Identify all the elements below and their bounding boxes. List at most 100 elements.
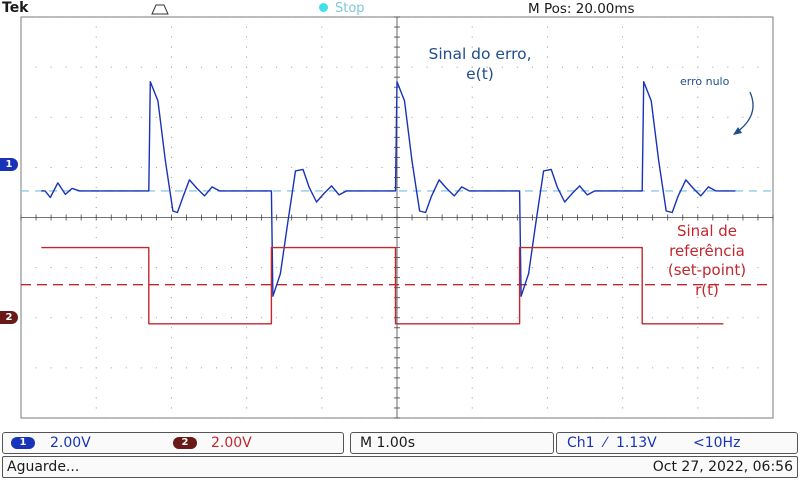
grid-dot — [170, 387, 172, 389]
grid-dot — [20, 257, 22, 259]
grid-dot — [712, 116, 714, 118]
grid-dot — [185, 267, 187, 269]
grid-dot — [697, 397, 699, 399]
grid-dot — [366, 16, 368, 18]
grid-dot — [321, 136, 323, 138]
grid-dot — [727, 16, 729, 18]
grid-dot — [682, 267, 684, 269]
grid-dot — [95, 267, 97, 269]
grid-dot — [276, 166, 278, 168]
grid-dot — [546, 407, 548, 409]
grid-dot — [757, 166, 759, 168]
grid-dot — [246, 26, 248, 28]
grid-dot — [231, 166, 233, 168]
grid-dot — [622, 337, 624, 339]
grid-dot — [381, 317, 383, 319]
grid-dot — [170, 146, 172, 148]
grid-dot — [501, 166, 503, 168]
ref-annotation-line1: Sinal de — [676, 222, 738, 240]
grid-dot — [546, 317, 548, 319]
timebase-readout[interactable]: M 1.00s — [350, 432, 554, 454]
grid-dot — [321, 397, 323, 399]
grid-dot — [291, 66, 293, 68]
grid-dot — [35, 166, 37, 168]
grid-dot — [652, 417, 654, 419]
status-message: Aguarde... — [7, 459, 80, 475]
grid-dot — [246, 417, 248, 419]
grid-dot — [246, 16, 248, 18]
ch2-ground-marker[interactable]: 2 — [0, 311, 18, 324]
grid-dot — [607, 317, 609, 319]
grid-dot — [516, 267, 518, 269]
grid-dot — [456, 116, 458, 118]
grid-dot — [140, 16, 142, 18]
grid-dot — [697, 257, 699, 259]
grid-dot — [546, 36, 548, 38]
grid-dot — [20, 247, 22, 249]
grid-dot — [366, 367, 368, 369]
grid-dot — [622, 417, 624, 419]
grid-dot — [170, 407, 172, 409]
grid-dot — [712, 317, 714, 319]
grid-dot — [697, 417, 699, 419]
grid-dot — [772, 116, 774, 118]
grid-dot — [426, 116, 428, 118]
ch1-badge: 1 — [11, 437, 35, 449]
grid-dot — [486, 16, 488, 18]
grid-dot — [546, 16, 548, 18]
grid-dot — [546, 257, 548, 259]
grid-dot — [381, 66, 383, 68]
grid-dot — [772, 126, 774, 128]
grid-dot — [772, 186, 774, 188]
grid-dot — [411, 367, 413, 369]
grid-dot — [170, 116, 172, 118]
grid-dot — [682, 116, 684, 118]
grid-dot — [622, 277, 624, 279]
grid-dot — [65, 16, 67, 18]
grid-dot — [622, 186, 624, 188]
grid-dot — [351, 417, 353, 419]
grid-dot — [576, 267, 579, 269]
grid-dot — [471, 377, 473, 379]
grid-dot — [697, 26, 699, 28]
graticule-grid — [20, 16, 774, 419]
grid-dot — [622, 176, 624, 178]
vertical-scale-readout[interactable]: 1 2.00V 2 2.00V — [2, 432, 344, 454]
grid-dot — [426, 166, 428, 168]
grid-dot — [246, 206, 248, 209]
grid-dot — [351, 66, 353, 68]
grid-dot — [622, 387, 624, 389]
ch1-ground-marker[interactable]: 1 — [0, 158, 18, 171]
grid-dot — [471, 156, 473, 158]
grid-dot — [20, 166, 22, 168]
grid-dot — [772, 226, 774, 229]
grid-dot — [772, 176, 774, 178]
ch1-volts-per-div: 2.00V — [50, 435, 91, 451]
grid-dot — [20, 407, 22, 409]
grid-dot — [321, 387, 323, 389]
grid-dot — [546, 176, 548, 178]
grid-dot — [546, 417, 548, 419]
grid-dot — [185, 317, 187, 319]
brand-logo: Tek — [2, 0, 29, 16]
grid-dot — [95, 237, 97, 239]
grid-dot — [261, 116, 263, 118]
grid-dot — [622, 26, 624, 28]
grid-dot — [185, 16, 187, 18]
grid-dot — [742, 417, 744, 419]
grid-dot — [321, 357, 323, 359]
grid-dot — [95, 116, 97, 118]
grid-dot — [20, 387, 22, 389]
grid-dot — [95, 226, 97, 229]
grid-dot — [321, 56, 323, 58]
grid-dot — [727, 66, 729, 68]
grid-dot — [757, 367, 759, 369]
grid-dot — [757, 116, 759, 118]
grid-dot — [426, 66, 428, 68]
run-state-label[interactable]: Stop — [335, 1, 365, 16]
grid-dot — [95, 206, 97, 209]
grid-dot — [65, 267, 67, 269]
trigger-readout[interactable]: Ch1 ⁄ 1.13V <10Hz — [556, 432, 798, 454]
grid-dot — [546, 297, 548, 299]
grid-dot — [622, 317, 624, 319]
